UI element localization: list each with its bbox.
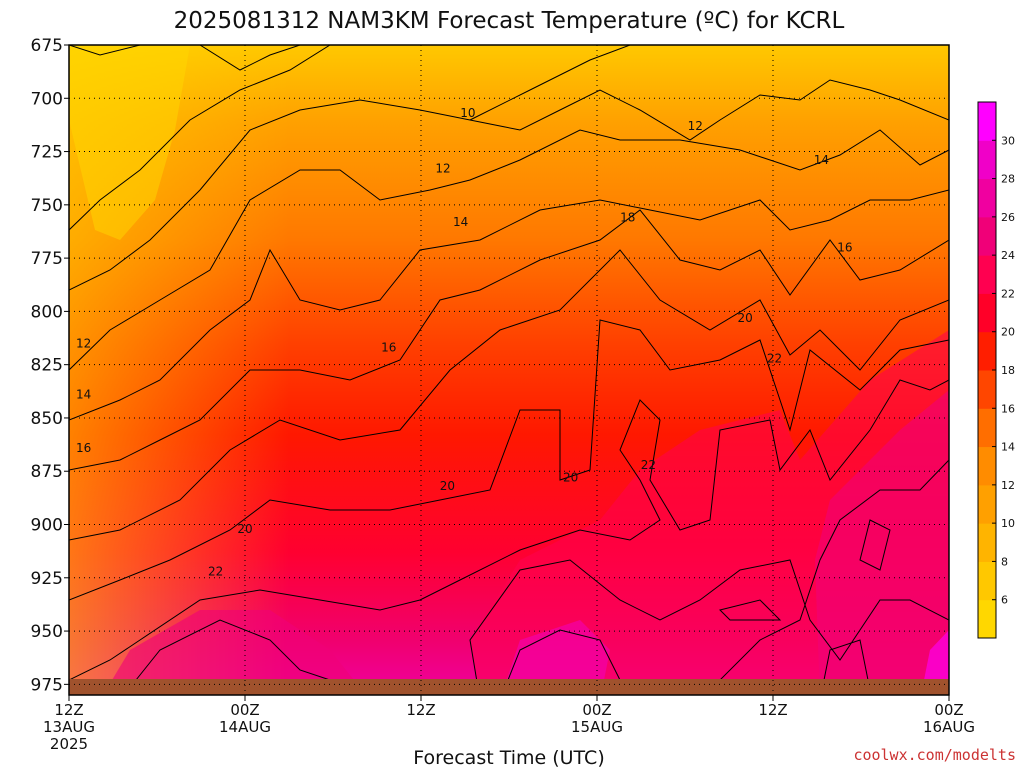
colorbar-tick-label: 6 <box>1001 594 1008 607</box>
isotherm-26 <box>469 559 949 695</box>
contour-label: 22 <box>208 564 223 578</box>
isotherm-14 <box>69 189 949 421</box>
colorbar-segment <box>978 484 996 524</box>
colorbar: 6 8 10 12 14 16 18 20 22 24 26 28 30 <box>977 101 1015 639</box>
y-tick-label: 725 <box>31 143 63 163</box>
x-tick-label: 00Z <box>934 701 963 719</box>
y-tick-label: 975 <box>31 675 63 695</box>
colorbar-tick-label: 24 <box>1001 249 1015 262</box>
contour-label: 20 <box>440 479 455 493</box>
y-tick-label: 775 <box>31 249 63 269</box>
y-tick-label: 825 <box>31 356 63 376</box>
warm-region-4 <box>501 620 610 695</box>
colorbar-tick-label: 16 <box>1001 402 1015 415</box>
y-tick-label: 700 <box>31 89 63 109</box>
colorbar-tick-label: 20 <box>1001 326 1015 339</box>
contour-label: 14 <box>453 215 468 229</box>
y-axis-ticks: 675 700 725 750 775 800 825 850 875 900 925 950 975 <box>31 36 69 695</box>
isotherm-18 <box>69 249 949 541</box>
colorbar-tick-label: 12 <box>1001 479 1015 492</box>
plot-frame <box>68 44 950 696</box>
colorbar-segment <box>978 140 996 180</box>
contour-label: 20 <box>563 471 578 485</box>
x-tick-label: 13AUG <box>43 718 95 736</box>
cool-pocket <box>69 45 190 240</box>
credit-text: coolwx.com/modelts <box>853 746 1016 764</box>
colorbar-tick-label: 28 <box>1001 173 1015 186</box>
colorbar-tick-label: 30 <box>1001 134 1015 147</box>
colorbar-tick-label: 8 <box>1001 555 1008 568</box>
isotherm-10 <box>69 45 480 71</box>
y-tick-label: 875 <box>31 462 63 482</box>
contour-label: 16 <box>76 441 91 455</box>
isotherm-22 <box>69 379 949 681</box>
colorbar-segment <box>978 178 996 218</box>
colorbar-segment <box>978 370 996 409</box>
contour-label: 22 <box>641 458 656 472</box>
x-tick-label: 12Z <box>758 701 787 719</box>
terrain-ground <box>69 679 949 695</box>
y-tick-label: 675 <box>31 36 63 56</box>
isotherm-12b <box>69 129 949 371</box>
warm-region-5 <box>921 630 949 695</box>
colorbar-segment <box>978 561 996 601</box>
warm-region-3 <box>103 610 366 695</box>
contour-label: 20 <box>237 522 252 536</box>
colorbar-tick-label: 26 <box>1001 211 1015 224</box>
x-tick-label: 12Z <box>406 701 435 719</box>
contour-labels: 10 12 12 14 14 18 16 12 16 20 22 14 16 20 22 20 20 22 <box>76 106 852 578</box>
colorbar-segment <box>978 293 996 333</box>
contour-label: 18 <box>620 211 635 225</box>
contour-label: 12 <box>76 336 91 350</box>
x-tick-label: 14AUG <box>219 718 271 736</box>
x-tick-label: 15AUG <box>571 718 623 736</box>
contour-label: 12 <box>688 119 703 133</box>
colorbar-segment <box>978 408 996 448</box>
colorbar-segment <box>978 102 996 141</box>
isotherm-16 <box>69 209 949 471</box>
y-tick-label: 800 <box>31 302 63 322</box>
colorbar-tick-label: 22 <box>1001 287 1015 300</box>
contour-label: 20 <box>737 311 752 325</box>
warm-region-2 <box>815 390 949 695</box>
contour-label: 22 <box>767 351 782 365</box>
y-tick-label: 850 <box>31 409 63 429</box>
contour-label: 16 <box>381 341 396 355</box>
chart-title: 2025081312 NAM3KM Forecast Temperature (… <box>174 8 845 34</box>
x-tick-label: 00Z <box>230 701 259 719</box>
colorbar-segment <box>978 599 996 639</box>
colorbar-segment <box>978 255 996 294</box>
x-tick-label: 16AUG <box>923 718 975 736</box>
colorbar-tick-label: 18 <box>1001 364 1015 377</box>
contour-label: 14 <box>814 153 829 167</box>
colorbar-segment <box>978 216 996 256</box>
isotherm-10b <box>69 45 631 231</box>
contour-label: 14 <box>76 388 91 402</box>
y-tick-label: 925 <box>31 569 63 589</box>
isotherm-20 <box>69 319 949 601</box>
colorbar-tick-label: 14 <box>1001 441 1015 454</box>
contour-label: 16 <box>837 240 852 254</box>
colorbar-segment <box>978 446 996 486</box>
contour-label: 12 <box>435 162 450 176</box>
colorbar-segment <box>978 331 996 371</box>
x-tick-label: 2025 <box>50 735 88 753</box>
x-tick-label: 00Z <box>582 701 611 719</box>
plot-area <box>69 45 949 695</box>
y-tick-label: 900 <box>31 516 63 536</box>
y-tick-label: 950 <box>31 622 63 642</box>
isotherm-12 <box>69 79 949 291</box>
x-tick-label: 12Z <box>54 701 83 719</box>
colorbar-segment <box>978 523 996 562</box>
y-tick-label: 750 <box>31 196 63 216</box>
colorbar-tick-label: 10 <box>1001 517 1015 530</box>
contour-label: 10 <box>460 106 475 120</box>
vertical-gridlines <box>244 45 774 695</box>
x-axis-label: Forecast Time (UTC) <box>413 747 604 768</box>
